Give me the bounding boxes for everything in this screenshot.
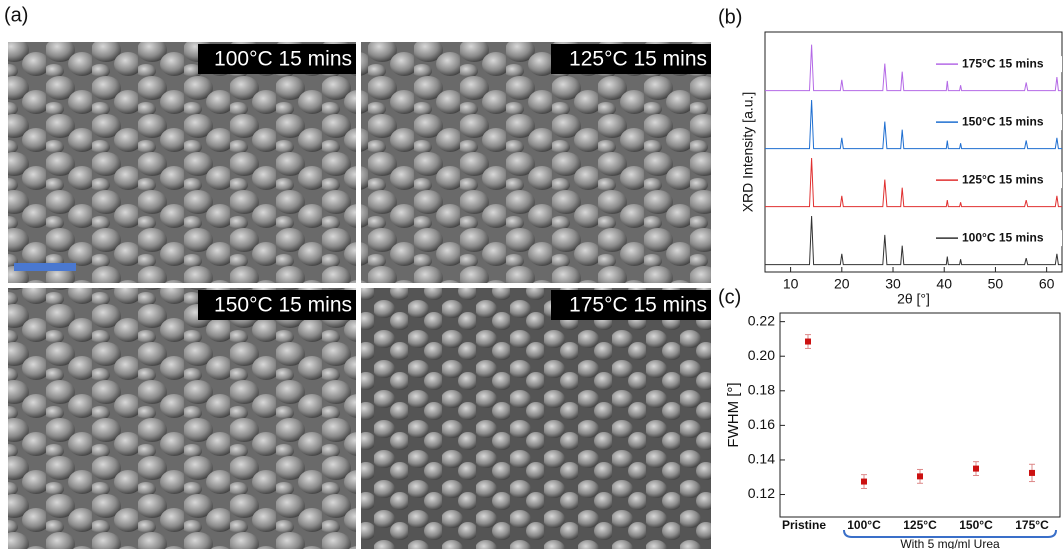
point	[973, 465, 979, 472]
y-axis-title: FWHM [°]	[725, 382, 742, 447]
point	[805, 338, 811, 345]
x-tick-label: 100°C	[847, 518, 881, 532]
sem-label: 125°C 15 mins	[569, 48, 707, 71]
y-tick-label: 0.16	[748, 416, 775, 432]
legend-label: 175°C 15 mins	[962, 56, 1044, 70]
point	[861, 478, 867, 485]
xrd-line	[765, 157, 1062, 208]
x-tick-label: 20	[834, 276, 850, 292]
legend-label: 150°C 15 mins	[962, 114, 1044, 128]
x-tick-label: 125°C	[903, 518, 937, 532]
sem-label: 175°C 15 mins	[569, 294, 707, 317]
point	[917, 473, 923, 480]
label-box	[198, 290, 356, 320]
x-tick-label: 60	[1039, 276, 1055, 292]
group-bracket	[843, 529, 1057, 538]
point	[1029, 469, 1035, 476]
y-tick-label: 0.18	[748, 381, 775, 397]
sem-image	[8, 288, 356, 549]
plot-frame	[764, 31, 1063, 273]
plot-frame	[779, 312, 1061, 518]
legend-bg	[930, 114, 1062, 131]
y-axis-title: XRD Intensity [a.u.]	[740, 92, 756, 213]
xrd-line	[765, 99, 1062, 150]
y-tick-label: 0.14	[748, 451, 775, 467]
y-tick-label: 0.12	[748, 485, 775, 501]
x-tick-label: 30	[885, 276, 901, 292]
x-tick-label: 175°C	[1015, 518, 1049, 532]
sem-label: 100°C 15 mins	[214, 48, 352, 71]
y-tick-label: 0.22	[748, 312, 775, 328]
x-tick-label: 150°C	[959, 518, 993, 532]
x-tick-label: 50	[988, 276, 1004, 292]
legend-bg	[930, 172, 1062, 189]
legend-label: 125°C 15 mins	[962, 172, 1044, 186]
charts: 10 20 30 40 50 60 2θ [°] XRD Intensity [a.u.] 17…	[725, 31, 1063, 549]
sem-label: 150°C 15 mins	[214, 294, 352, 317]
x-axis-title: 2θ [°]	[897, 291, 930, 307]
x-tick-label: 40	[936, 276, 952, 292]
y-tick-label: 0.20	[748, 347, 775, 363]
label-box	[198, 44, 356, 74]
x-tick-label: 10	[783, 276, 799, 292]
xrd-line	[765, 44, 1062, 92]
sem-image	[8, 42, 356, 283]
scale-bar	[14, 263, 76, 271]
x-tick-label: Pristine	[782, 518, 826, 532]
panel-label: (a)	[4, 4, 28, 26]
sem-image	[361, 42, 711, 283]
xrd-line	[765, 215, 1062, 266]
label-box	[551, 44, 711, 74]
group-label: With 5 mg/ml Urea	[900, 537, 1000, 549]
label-box	[551, 290, 711, 320]
panel-label: (b)	[718, 6, 742, 28]
sem-image	[361, 288, 711, 549]
legend-bg	[930, 56, 1062, 73]
legend-bg	[930, 230, 1062, 247]
panel-label: (c)	[718, 286, 741, 308]
legend-label: 100°C 15 mins	[962, 230, 1044, 244]
